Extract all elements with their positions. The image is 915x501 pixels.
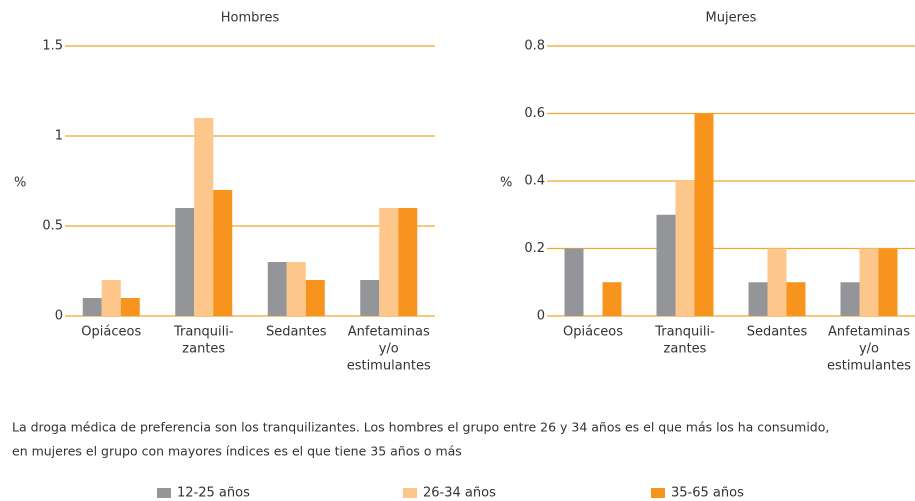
chart-title: Mujeres: [706, 11, 757, 26]
y-tick-label: 0.4: [524, 174, 545, 189]
y-axis-label: %: [500, 176, 512, 191]
y-tick-label: 0.6: [524, 106, 545, 121]
bar: [267, 262, 287, 316]
bar: [840, 282, 860, 316]
y-tick-label: 0.2: [524, 241, 545, 256]
x-tick-label: Opiáceos: [81, 325, 141, 340]
y-axis-label: %: [14, 176, 26, 191]
legend-label: 35-65 años: [671, 486, 744, 501]
x-tick-label: y/o: [859, 342, 879, 357]
legend-swatch: [651, 488, 665, 498]
x-tick-label: Anfetaminas: [828, 325, 910, 340]
chart-title: Hombres: [221, 11, 280, 26]
bar: [379, 208, 399, 316]
bar: [286, 262, 306, 316]
x-tick-label: zantes: [182, 342, 225, 357]
legend-swatch: [403, 488, 417, 498]
bar: [786, 282, 806, 316]
bar: [564, 248, 584, 316]
y-tick-label: 1: [55, 129, 63, 144]
bar: [175, 208, 195, 316]
bar: [859, 248, 879, 316]
legend-swatch: [157, 488, 171, 498]
bar: [675, 181, 695, 316]
caption-line: en mujeres el grupo con mayores índices …: [12, 444, 462, 459]
bar: [101, 280, 121, 316]
bar: [194, 118, 214, 316]
x-tick-label: Sedantes: [266, 325, 327, 340]
y-tick-label: 1.5: [42, 39, 63, 54]
bar: [305, 280, 325, 316]
bar: [213, 190, 233, 316]
y-tick-label: 0: [537, 309, 545, 324]
bar: [602, 282, 622, 316]
bar: [120, 298, 140, 316]
bar: [767, 248, 787, 316]
caption-line: La droga médica de preferencia son los t…: [12, 420, 829, 435]
bar: [360, 280, 380, 316]
legend-label: 26-34 años: [423, 486, 496, 501]
x-tick-label: Opiáceos: [563, 325, 623, 340]
x-tick-label: Anfetaminas: [348, 325, 430, 340]
x-tick-label: Tranquili-: [654, 325, 715, 340]
x-tick-label: estimulantes: [827, 359, 911, 374]
bar: [398, 208, 418, 316]
x-tick-label: y/o: [379, 342, 399, 357]
bar: [694, 113, 714, 316]
bar: [748, 282, 768, 316]
y-tick-label: 0: [55, 309, 63, 324]
x-tick-label: Tranquili-: [173, 325, 234, 340]
y-tick-label: 0.5: [42, 219, 63, 234]
bar: [878, 248, 898, 316]
x-tick-label: zantes: [664, 342, 707, 357]
x-tick-label: Sedantes: [747, 325, 808, 340]
x-tick-label: estimulantes: [347, 359, 431, 374]
bar: [82, 298, 102, 316]
legend-label: 12-25 años: [177, 486, 250, 501]
y-tick-label: 0.8: [524, 39, 545, 54]
bar: [656, 214, 676, 316]
